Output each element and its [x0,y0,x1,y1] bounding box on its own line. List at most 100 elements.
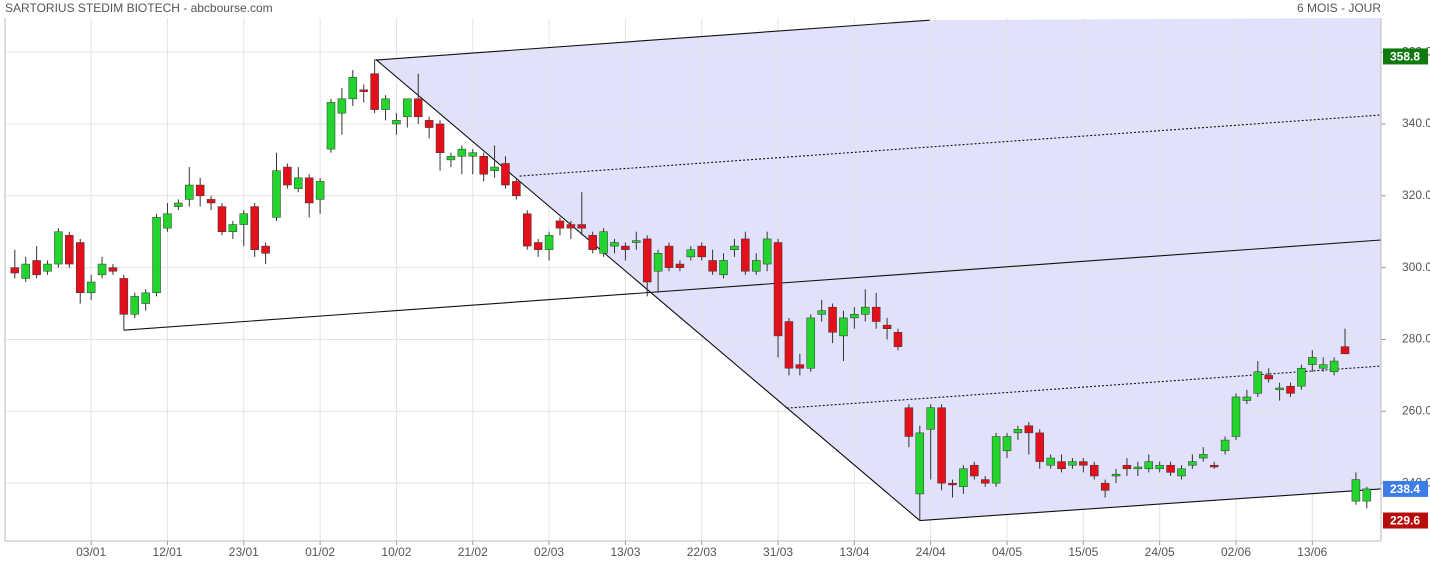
candle-body [533,242,543,250]
candle-body [730,245,739,250]
candle-body [10,267,20,274]
candle-body [65,235,74,265]
x-tick-label: 31/03 [763,545,793,559]
shade-layer [375,18,1381,521]
candle-body [326,102,336,150]
x-tick-label: 04/05 [992,545,1022,559]
candle-body [490,166,499,171]
candle-body [1079,461,1088,466]
x-tick-label: 24/05 [1145,545,1175,559]
candle-body [1199,454,1208,459]
candle-body [272,170,281,218]
candle-body [217,206,227,232]
candle-body [195,184,205,197]
candle-body [261,245,270,254]
candle-body [283,166,292,186]
candle-body [1351,479,1361,502]
price-label: 238.4 [1390,482,1420,496]
candle-body [632,240,641,243]
candle-body [697,245,706,258]
candle-body [1329,360,1339,373]
candle-body [610,242,619,247]
candle-body [621,245,630,250]
candle-body [228,224,238,232]
candle-body [86,281,96,294]
candle-body [1046,457,1055,466]
candle-body [762,238,772,265]
candle-body [1253,371,1263,394]
candle-body [1308,357,1317,365]
candle-body [75,242,85,294]
candle-body [653,253,663,272]
candle-body [392,120,401,125]
y-tick-label: 340.0 [1402,116,1430,130]
candle-body [348,77,358,100]
candle-body [577,224,587,229]
candle-body [991,436,1001,484]
candle-body [544,235,554,250]
y-tick-label: 280.0 [1402,332,1430,346]
candle-body [828,306,837,333]
candle-body [893,332,903,347]
candle-body [795,364,805,369]
candle-body [882,324,892,329]
candle-body [1166,464,1175,473]
candle-body [664,245,674,268]
candle-body [1209,464,1219,468]
candle-body [959,468,968,488]
candle-body [523,213,532,247]
candle-body [403,98,412,118]
candle-body [1188,461,1197,466]
candle-body [32,260,41,276]
candle-body [970,464,979,477]
candle-body [468,152,478,157]
candle-body [806,317,816,369]
candle-body [1297,367,1306,387]
candle-body [719,260,728,276]
candle-body [1122,464,1132,470]
candle-body [185,184,194,200]
candle-body [937,407,946,484]
trend-line [786,365,1381,409]
x-tick-label: 23/01 [229,545,259,559]
x-tick-label: 24/04 [916,545,946,559]
candle-body [599,231,608,254]
candle-body [1035,432,1044,462]
trend-line [123,239,1381,331]
candle-body [337,98,347,114]
candle-body [1057,461,1066,470]
candle-body [751,260,761,272]
x-tick-label: 13/04 [839,545,869,559]
candle-body [1340,346,1350,355]
candle-body [686,249,696,258]
candle-body [1013,429,1023,434]
candle-body [926,407,935,430]
candle-body [435,123,445,153]
candle-body [413,98,423,118]
chart-title: SARTORIUS STEDIM BIOTECH - abcbourse.com [5,1,273,15]
candle-body [980,479,990,484]
candle-body [206,199,216,204]
x-tick-label: 15/05 [1068,545,1098,559]
candle-body [850,314,859,319]
candle-body [1362,488,1372,502]
candle-body [152,217,161,294]
candle-body [566,224,576,229]
candle-body [479,156,488,175]
candle-body [512,181,521,197]
x-tick-label: 22/03 [687,545,717,559]
candle-body [21,263,30,279]
candle-body [119,278,129,315]
candle-body [108,267,118,272]
candle-body [1318,364,1328,369]
channel-shade [375,18,1381,521]
candle-body [784,321,794,369]
candle-body [555,220,565,229]
lines-layer [123,19,1381,522]
candle-body [1089,464,1099,477]
candle-body [642,238,652,283]
x-tick-label: 12/01 [152,545,182,559]
x-tick-label: 02/06 [1221,545,1251,559]
candle-body [1275,387,1284,391]
